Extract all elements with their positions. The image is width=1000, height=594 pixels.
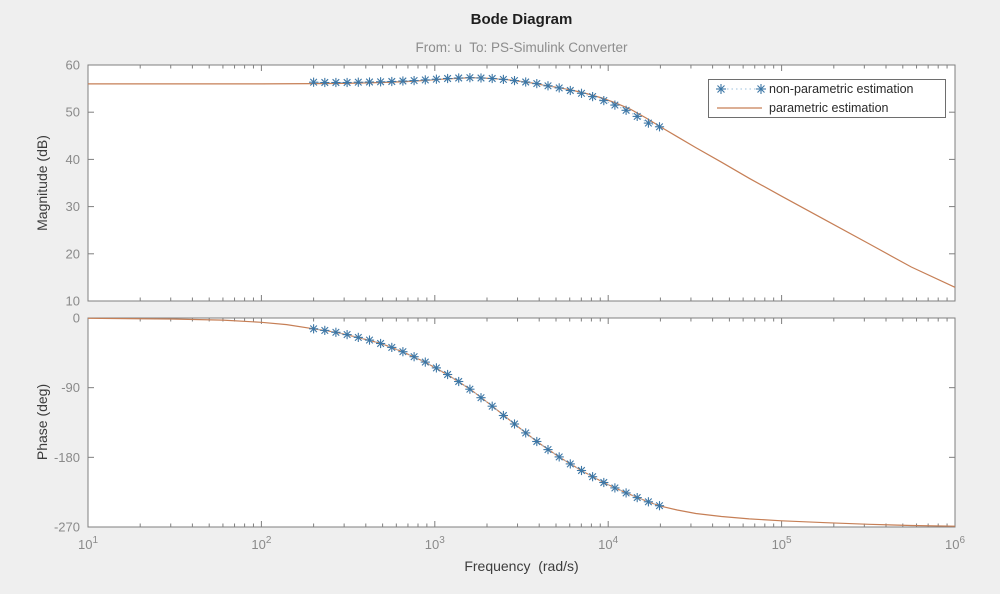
phase-plot-border xyxy=(87,317,956,528)
phase-nonparametric-markers xyxy=(309,324,665,511)
svg-text:10: 10 xyxy=(66,294,80,309)
magnitude-axis-label: Magnitude (dB) xyxy=(34,135,50,231)
svg-text:-270: -270 xyxy=(54,520,80,535)
asterisk-dotted-sample-icon xyxy=(716,84,766,95)
svg-text:50: 50 xyxy=(66,105,80,120)
magnitude-plot-border xyxy=(87,64,956,302)
svg-text:40: 40 xyxy=(66,152,80,167)
svg-text:105: 105 xyxy=(772,535,792,552)
magnitude-nonparametric-markers xyxy=(309,73,665,132)
legend-label-nonparametric: non-parametric estimation xyxy=(769,82,914,97)
phase-ytick-labels: -270 -180 -90 0 xyxy=(54,311,80,535)
svg-text:-180: -180 xyxy=(54,450,80,465)
legend-entry-parametric: parametric estimation xyxy=(709,99,945,117)
figure-title: Bode Diagram xyxy=(470,11,573,28)
frequency-tick-labels: 101 102 103 104 105 106 xyxy=(78,535,965,552)
phase-nonparametric-connector xyxy=(313,328,660,507)
svg-text:20: 20 xyxy=(66,246,80,261)
svg-text:-90: -90 xyxy=(61,380,80,395)
frequency-axis-label: Frequency (rad/s) xyxy=(464,558,579,574)
phase-plot-area xyxy=(88,318,955,527)
svg-text:101: 101 xyxy=(78,535,98,552)
phase-axis-label: Phase (deg) xyxy=(34,383,50,461)
legend-entry-nonparametric: non-parametric estimation xyxy=(709,80,945,98)
svg-text:60: 60 xyxy=(66,58,80,73)
svg-text:103: 103 xyxy=(425,535,445,552)
magnitude-ytick-labels: 10 20 30 40 50 60 xyxy=(66,58,80,309)
svg-text:102: 102 xyxy=(251,535,271,552)
figure-subtitle: From: u To: PS-Simulink Converter xyxy=(415,40,628,55)
svg-text:30: 30 xyxy=(66,199,80,214)
svg-text:106: 106 xyxy=(945,535,965,552)
legend-label-parametric: parametric estimation xyxy=(769,100,889,115)
svg-text:104: 104 xyxy=(598,535,618,552)
legend: non-parametric estimation parametric est… xyxy=(708,79,946,118)
svg-text:0: 0 xyxy=(73,311,80,326)
solid-line-sample-icon xyxy=(717,107,762,109)
